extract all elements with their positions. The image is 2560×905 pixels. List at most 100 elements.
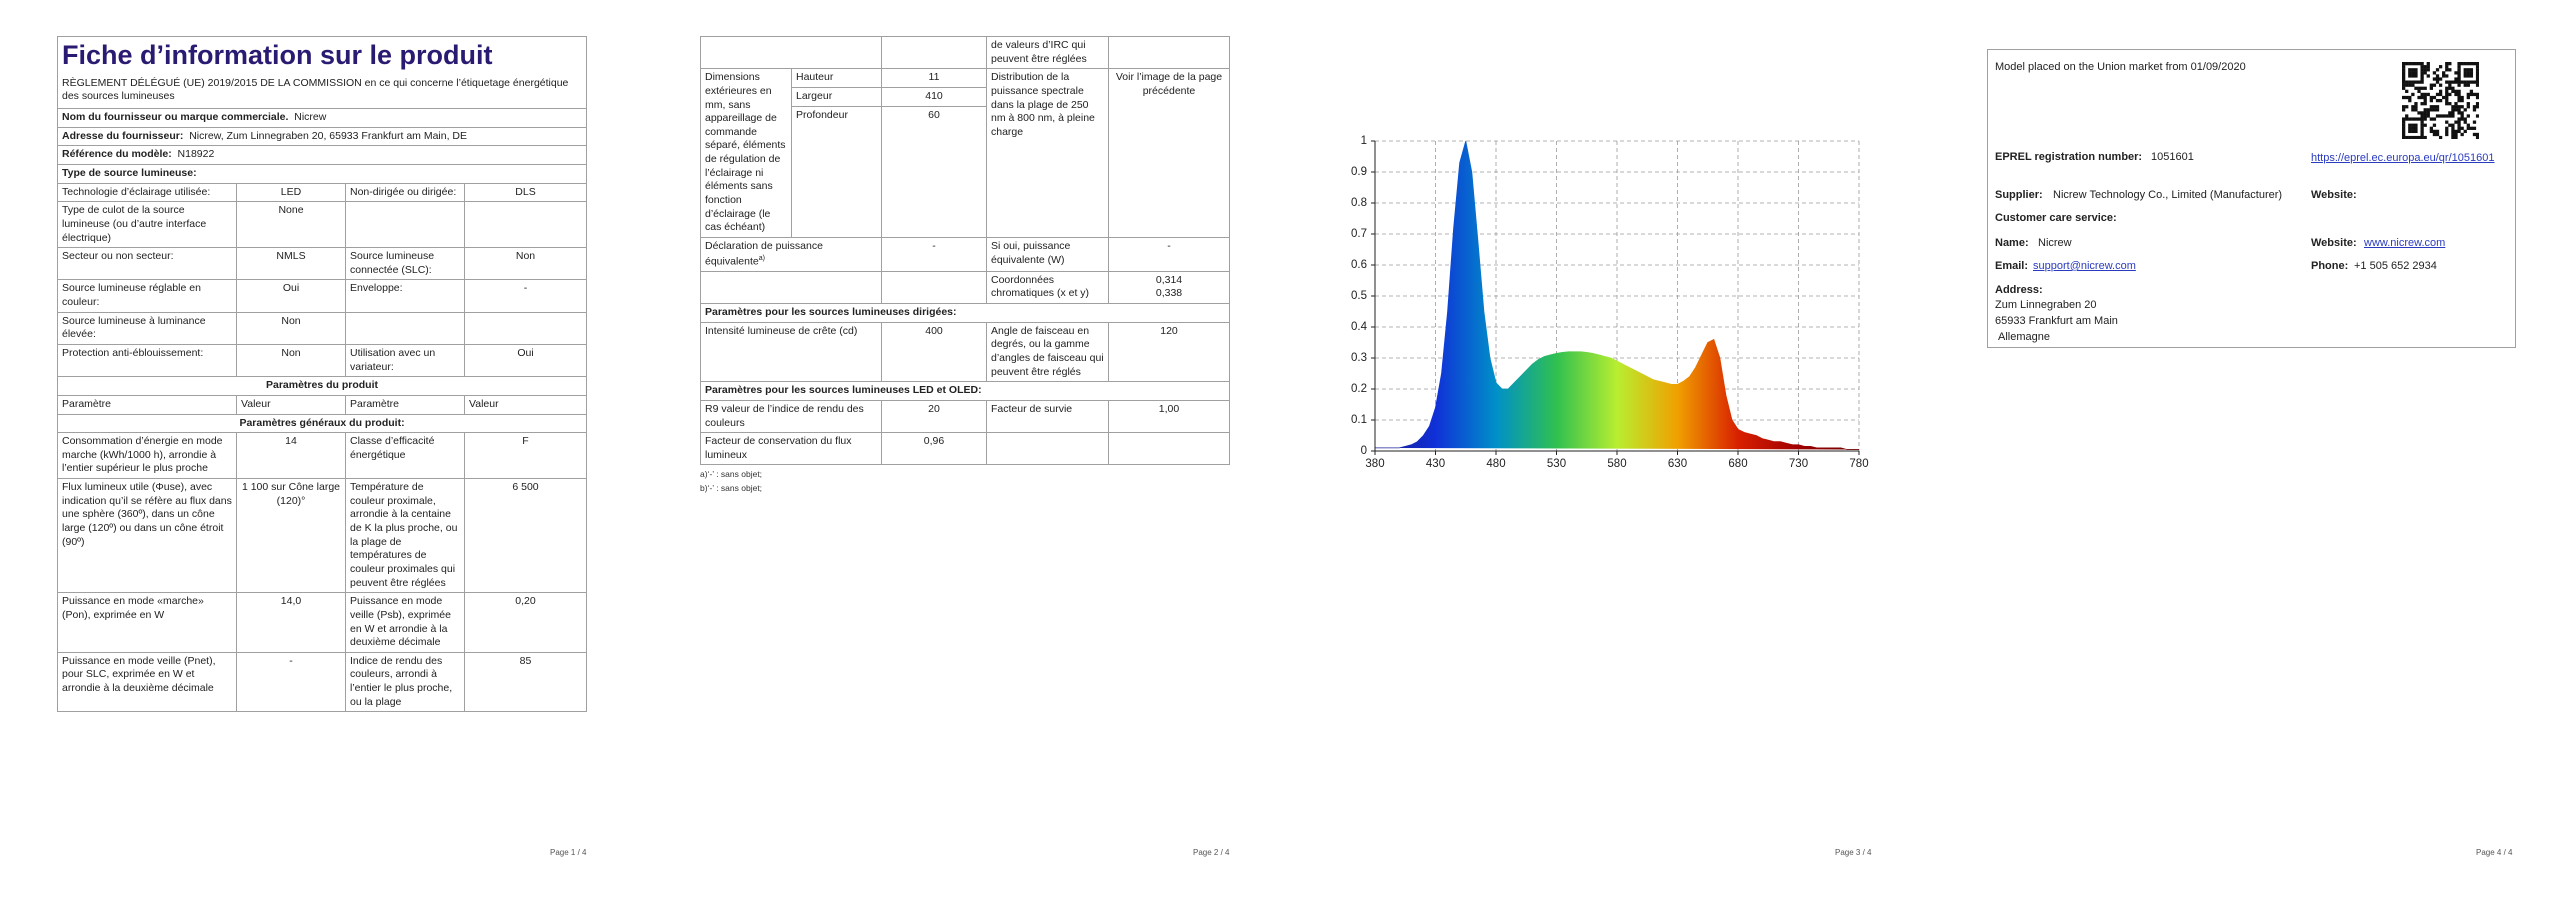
qr-module <box>2466 71 2470 75</box>
qr-module <box>2432 95 2437 100</box>
qr-module <box>2417 135 2421 139</box>
qr-module <box>2408 123 2412 127</box>
y-tick-label: 0.4 <box>1351 321 1368 333</box>
table-cell: Source lumineuse réglable en couleur: <box>57 279 237 313</box>
qr-module <box>2405 83 2409 87</box>
qr-module <box>2429 98 2433 103</box>
qr-module <box>2405 114 2409 118</box>
qr-module <box>2402 132 2406 137</box>
qr-module <box>2438 98 2443 103</box>
y-tick-label: 0.2 <box>1351 383 1367 395</box>
qr-module <box>2451 126 2455 130</box>
qr-module <box>2451 111 2455 115</box>
qr-module <box>2466 102 2470 106</box>
qr-module <box>2472 62 2477 66</box>
table-row: Source lumineuse réglable en couleur: Oui… <box>57 279 588 313</box>
qr-module <box>2423 68 2427 72</box>
qr-module <box>2402 68 2406 72</box>
x-tick-label: 730 <box>1789 458 1808 470</box>
footnote: b)‘-’ : sans objet; <box>700 483 763 494</box>
qr-module <box>2414 105 2418 109</box>
qr-module <box>2466 114 2470 118</box>
qr-module <box>2429 117 2433 121</box>
table-cell: 0,96 <box>881 432 987 466</box>
qr-module <box>2463 83 2467 87</box>
table-row: Technologie d’éclairage utilisée: LED Non-… <box>57 182 588 203</box>
qr-module <box>2475 132 2479 137</box>
qr-module <box>2454 77 2458 81</box>
qr-module <box>2466 95 2470 100</box>
qr-module <box>2460 98 2464 103</box>
table-cell: Coordonnées chromatiques (x et y) <box>986 270 1109 305</box>
supplier-value: Nicrew Technology Co., Limited (Manufact… <box>2053 189 2283 201</box>
qr-module <box>2448 102 2452 106</box>
qr-module <box>2435 108 2440 112</box>
qr-module <box>2414 86 2418 90</box>
customer-care: Customer care service: <box>1995 212 2117 224</box>
phone-label: Phone: <box>2311 260 2349 272</box>
field-value: Nicrew, Zum Linnegraben 20, 65933 Frankf… <box>189 129 468 142</box>
qr-module <box>2420 95 2424 100</box>
qr-module <box>2432 129 2437 134</box>
qr-module <box>2417 111 2421 115</box>
qr-module <box>2451 89 2455 93</box>
qr-module <box>2417 86 2421 90</box>
qr-module <box>2448 92 2452 97</box>
qr-module <box>2475 92 2479 97</box>
qr-module <box>2475 135 2479 139</box>
qr-module <box>2463 80 2467 84</box>
qr-module <box>2438 135 2443 139</box>
table-cell: Température de couleur proximale, arrond… <box>345 478 465 594</box>
div: https://eprel.ec.europa.eu/qr/1051601 <box>2311 151 2496 165</box>
qr-module <box>2423 86 2427 90</box>
table-cell: Fiche d’information sur le produit RÈGLEM… <box>57 36 588 110</box>
table-row: Adresse du fournisseur: Nicrew, Zum Linn… <box>57 126 588 147</box>
qr-module <box>2466 105 2470 109</box>
table-cell: Utilisation avec un variateur: <box>345 343 465 378</box>
table-cell: 400 <box>881 321 987 383</box>
qr-module <box>2451 123 2455 127</box>
table-cell: 85 <box>463 651 588 713</box>
qr-module <box>2457 80 2461 84</box>
qr-module <box>2475 74 2479 78</box>
qr-module <box>2405 80 2409 84</box>
qr-module <box>2445 126 2449 130</box>
qr-module <box>2423 71 2427 75</box>
qr-module <box>2423 117 2427 121</box>
qr-module <box>2429 83 2433 87</box>
table-cell: Classe d’efficacité énergétique <box>345 432 465 480</box>
qr-module <box>2405 95 2409 100</box>
qr-module <box>2448 62 2452 66</box>
qr-module <box>2432 123 2437 127</box>
qr-module <box>2457 126 2461 130</box>
qr-module <box>2411 135 2415 139</box>
website-link[interactable]: www.nicrew.com <box>2364 237 2446 249</box>
qr-module <box>2457 71 2461 75</box>
table-row: Paramètre Valeur Paramètre Valeur <box>57 394 588 415</box>
qr-module <box>2426 62 2430 66</box>
table-cell: 11 <box>881 68 987 89</box>
qr-module <box>2466 74 2470 78</box>
qr-module <box>2475 95 2479 100</box>
table-cell <box>463 311 588 346</box>
qr-module <box>2411 80 2415 84</box>
table-cell: 120 <box>1108 321 1230 383</box>
qr-module <box>2463 117 2467 121</box>
qr-module <box>2432 83 2437 87</box>
qr-module <box>2426 111 2430 115</box>
qr-module <box>2402 129 2406 134</box>
qr-module <box>2432 132 2437 137</box>
table-cell <box>1108 432 1230 466</box>
table-cell: Si oui, puissance équivalente (W) <box>986 236 1109 272</box>
qr-module <box>2411 62 2415 66</box>
y-tick-label: 0.9 <box>1351 166 1367 178</box>
eprel-link[interactable]: https://eprel.ec.europa.eu/qr/1051601 <box>2311 152 2495 164</box>
qr-module <box>2411 74 2415 78</box>
qr-module <box>2414 126 2418 130</box>
table-cell: 6 500 <box>463 478 588 594</box>
page-number: Page 4 / 4 <box>2476 848 2513 857</box>
qr-module <box>2469 62 2474 66</box>
qr-module <box>2402 71 2406 75</box>
email-link[interactable]: support@nicrew.com <box>2033 260 2136 272</box>
